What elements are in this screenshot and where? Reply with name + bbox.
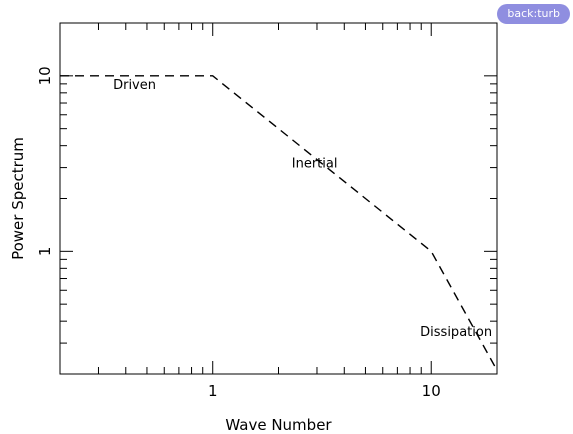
x-tick-label: 10 [422, 382, 441, 400]
spectrum-line [60, 75, 498, 371]
y-tick-label: 1 [36, 247, 54, 257]
annotation-label: Dissipation [420, 325, 492, 340]
x-tick-label: 1 [208, 382, 218, 400]
x-axis-title: Wave Number [225, 416, 332, 434]
annotation-label: Inertial [292, 157, 338, 172]
plot-labels: 1 10 1 10 Wave Number Power Spectrum Driven Ine… [9, 66, 492, 434]
y-tick-label: 10 [36, 66, 54, 85]
annotation-label: Driven [113, 78, 156, 93]
back-turb-badge[interactable]: back:turb [497, 4, 570, 24]
plot-axes [59, 22, 498, 375]
plot-series [60, 75, 498, 371]
y-axis-title: Power Spectrum [9, 137, 27, 260]
